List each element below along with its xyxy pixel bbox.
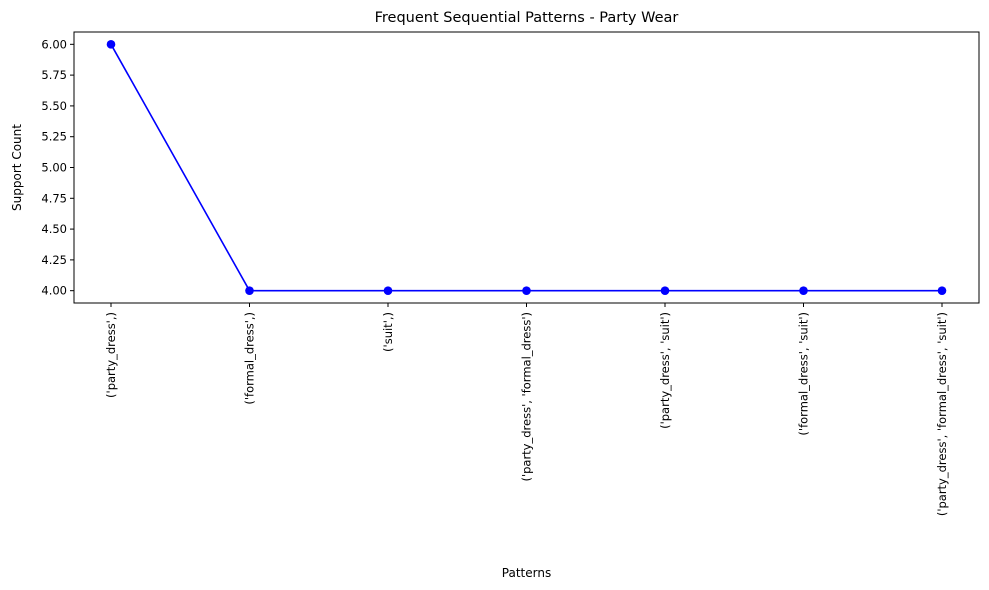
y-tick-label: 5.50 [41,99,67,113]
y-tick-label: 4.50 [41,222,67,236]
x-tick-label: ('formal_dress',) [243,312,257,405]
x-tick-label: ('suit',) [381,312,395,352]
x-axis: ('party_dress',) ('formal_dress',) ('suit'… [104,303,949,516]
y-axis: 4.00 4.25 4.50 4.75 5.00 5.25 5.50 5.75 6.00 [41,37,74,298]
data-point [106,40,116,49]
series-line [110,43,942,292]
series-points [106,40,947,295]
y-tick-label: 4.25 [41,253,67,267]
x-tick-label: ('party_dress',) [104,312,118,398]
x-tick-label: ('party_dress', 'formal_dress', 'suit') [935,312,949,516]
data-point [522,286,531,295]
plot-frame [73,31,980,304]
x-tick-label: ('party_dress', 'suit') [658,312,672,429]
chart-title: Frequent Sequential Patterns - Party Wea… [375,10,679,26]
y-tick-label: 5.75 [41,68,67,82]
x-tick-label: ('formal_dress', 'suit') [797,312,811,436]
data-point [937,286,947,295]
y-tick-label: 4.00 [41,284,67,298]
data-point [799,286,808,295]
data-point [660,286,670,295]
y-axis-label: Support Count [10,124,24,211]
x-tick-label: ('party_dress', 'formal_dress') [520,312,534,482]
data-point [383,286,393,295]
y-tick-label: 5.00 [41,161,67,175]
y-tick-label: 6.00 [41,37,67,51]
y-tick-label: 5.25 [41,130,67,144]
x-axis-label: Patterns [502,566,551,580]
data-point [245,286,254,295]
y-tick-label: 4.75 [41,191,67,205]
